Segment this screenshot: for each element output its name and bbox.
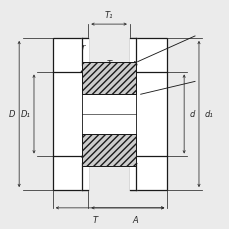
Text: T₂: T₂ <box>106 59 115 68</box>
Text: T₃: T₃ <box>106 97 115 106</box>
Text: r: r <box>132 58 136 67</box>
Polygon shape <box>129 39 167 190</box>
Polygon shape <box>82 134 135 167</box>
Text: A: A <box>132 215 138 224</box>
Text: T₁: T₁ <box>104 11 113 20</box>
Text: r: r <box>82 43 85 52</box>
Polygon shape <box>82 62 135 95</box>
Text: D: D <box>9 110 15 119</box>
Polygon shape <box>52 39 88 190</box>
Text: d: d <box>189 110 195 119</box>
Text: d₁: d₁ <box>204 110 213 119</box>
Text: T: T <box>92 215 97 224</box>
Polygon shape <box>82 95 135 134</box>
Text: T₅: T₅ <box>106 140 115 149</box>
Text: D₁: D₁ <box>21 110 31 119</box>
